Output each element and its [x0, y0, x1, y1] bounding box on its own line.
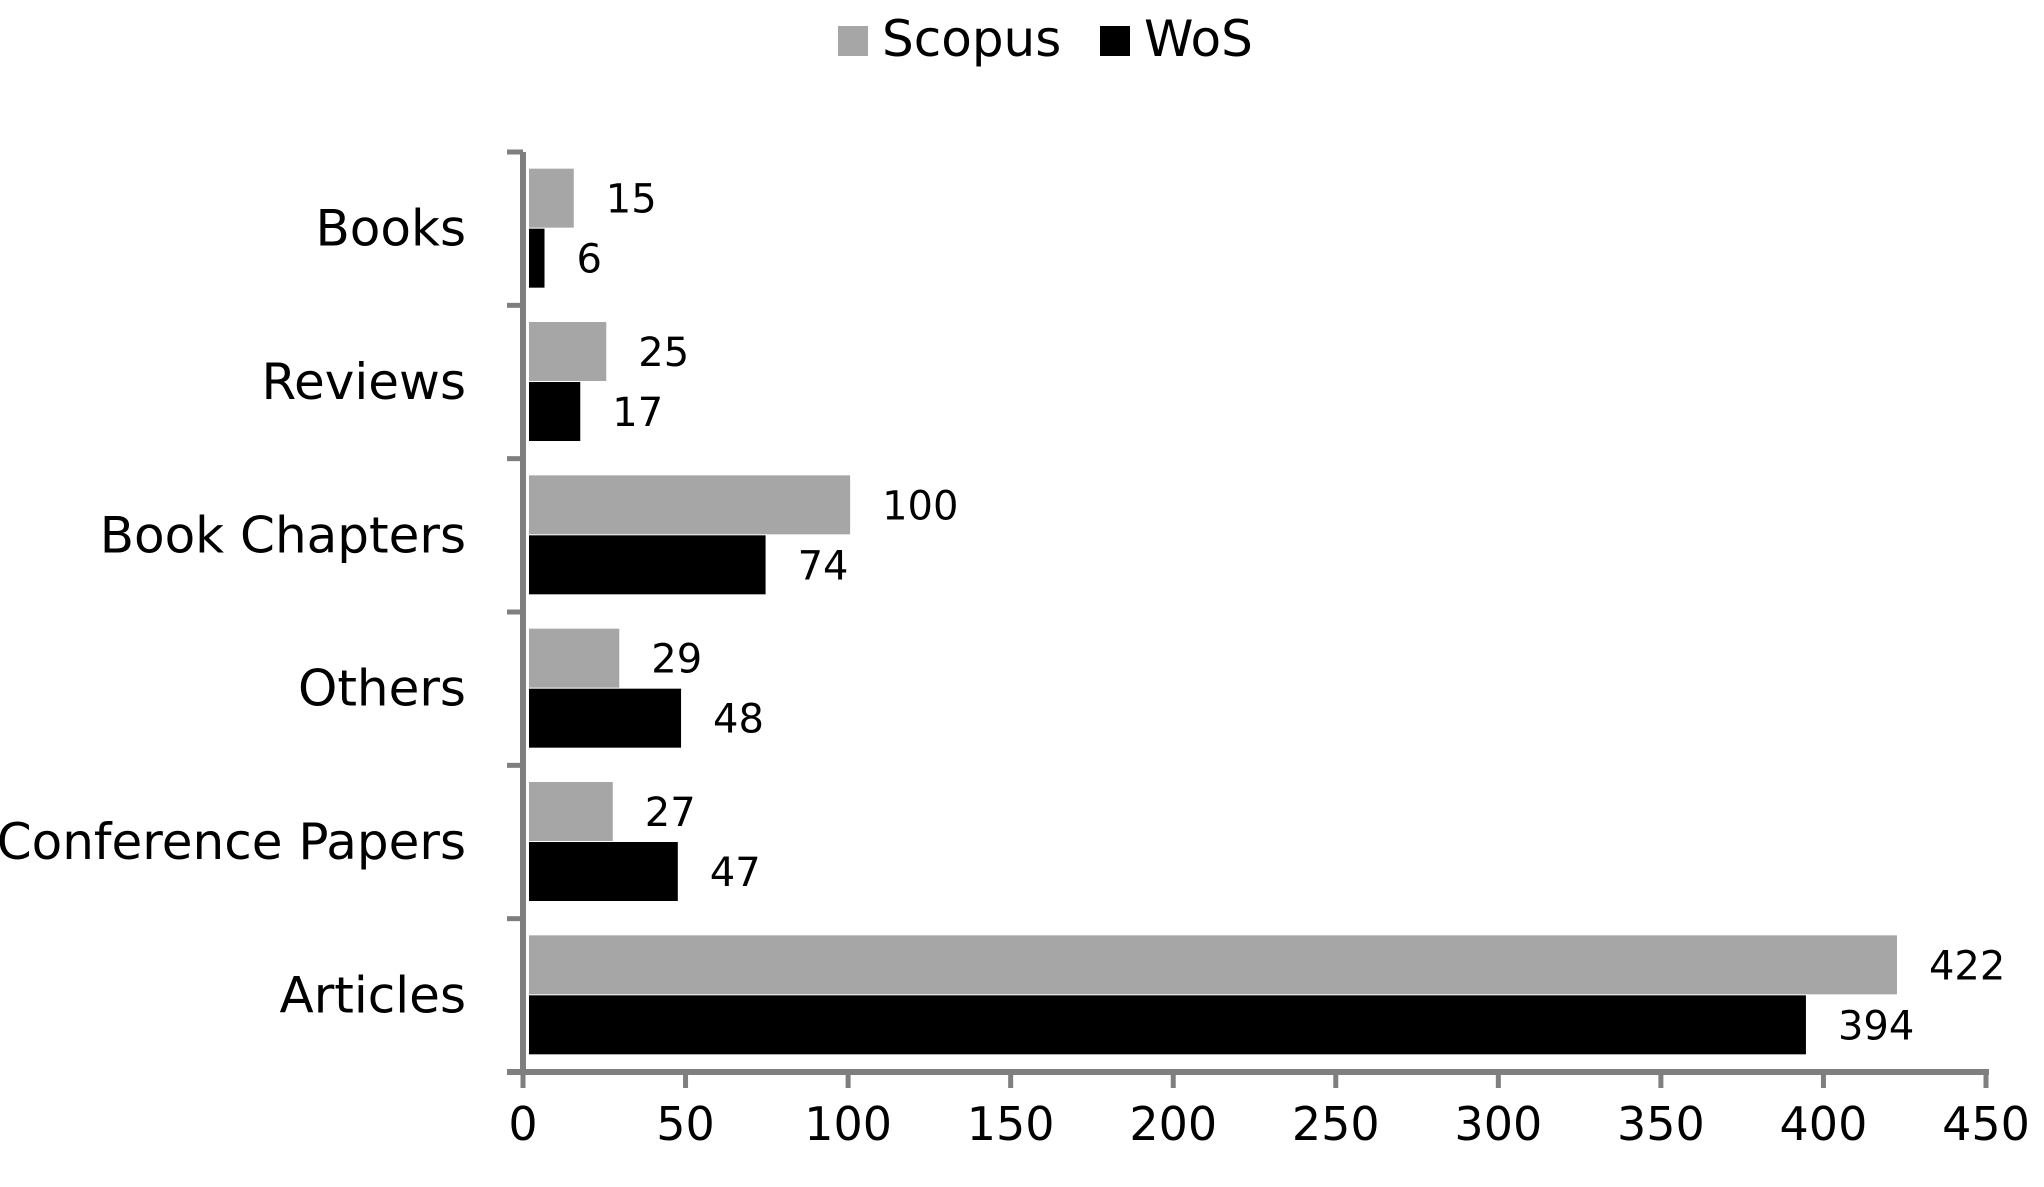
x-axis: 0 50 100 150 200 250 300 350 400 450 — [507, 1069, 2030, 1151]
bar-scopus-articles — [529, 935, 1897, 995]
data-label-scopus-books: 15 — [606, 177, 657, 223]
x-tick-label-300: 300 — [1454, 1097, 1542, 1151]
category-label-conference-papers: Conference Papers — [0, 813, 466, 871]
x-tick-label-0: 0 — [508, 1097, 537, 1151]
bar-wos-others — [529, 688, 682, 748]
bar-wos-reviews — [529, 382, 581, 441]
data-label-scopus-others: 29 — [651, 637, 702, 683]
y-axis — [507, 149, 526, 1075]
bar-wos-book-chapters — [529, 535, 766, 595]
bar-wos-conference-papers — [529, 842, 678, 901]
data-label-scopus-book-chapters: 100 — [882, 483, 958, 529]
x-tick-label-350: 350 — [1617, 1097, 1705, 1151]
category-label-reviews: Reviews — [262, 353, 466, 411]
data-label-wos-books: 6 — [577, 237, 602, 283]
x-tick-label-100: 100 — [804, 1097, 892, 1151]
data-label-wos-articles: 394 — [1838, 1003, 1914, 1049]
legend-swatch-scopus — [838, 26, 868, 56]
bar-scopus-reviews — [529, 322, 607, 381]
data-label-scopus-reviews: 25 — [638, 330, 689, 376]
bar-scopus-books — [529, 168, 574, 228]
x-tick-label-150: 150 — [967, 1097, 1055, 1151]
x-tick-label-450: 450 — [1942, 1097, 2030, 1151]
bar-scopus-others — [529, 628, 620, 688]
data-label-wos-conference-papers: 47 — [710, 850, 761, 896]
category-label-book-chapters: Book Chapters — [100, 506, 466, 564]
x-tick-label-400: 400 — [1780, 1097, 1868, 1151]
data-label-wos-reviews: 17 — [612, 390, 663, 436]
legend-swatch-wos — [1100, 26, 1130, 56]
bar-scopus-book-chapters — [529, 475, 851, 535]
category-label-articles: Articles — [280, 966, 466, 1024]
data-label-scopus-articles: 422 — [1929, 943, 2005, 989]
legend: Scopus WoS — [838, 10, 1253, 68]
x-tick-label-200: 200 — [1129, 1097, 1217, 1151]
bar-wos-books — [529, 228, 545, 288]
x-tick-label-250: 250 — [1292, 1097, 1380, 1151]
legend-label-scopus: Scopus — [882, 10, 1061, 68]
category-label-others: Others — [298, 660, 466, 718]
category-labels: Books Reviews Book Chapters Others Conferenc… — [0, 200, 466, 1025]
bar-wos-articles — [529, 995, 1806, 1055]
data-label-wos-others: 48 — [713, 697, 764, 743]
category-label-books: Books — [316, 200, 467, 258]
legend-label-wos: WoS — [1144, 10, 1253, 68]
bars — [529, 168, 1897, 1055]
data-label-scopus-conference-papers: 27 — [645, 790, 696, 836]
data-label-wos-book-chapters: 74 — [798, 543, 849, 589]
bar-scopus-conference-papers — [529, 782, 613, 841]
x-tick-label-50: 50 — [656, 1097, 715, 1151]
